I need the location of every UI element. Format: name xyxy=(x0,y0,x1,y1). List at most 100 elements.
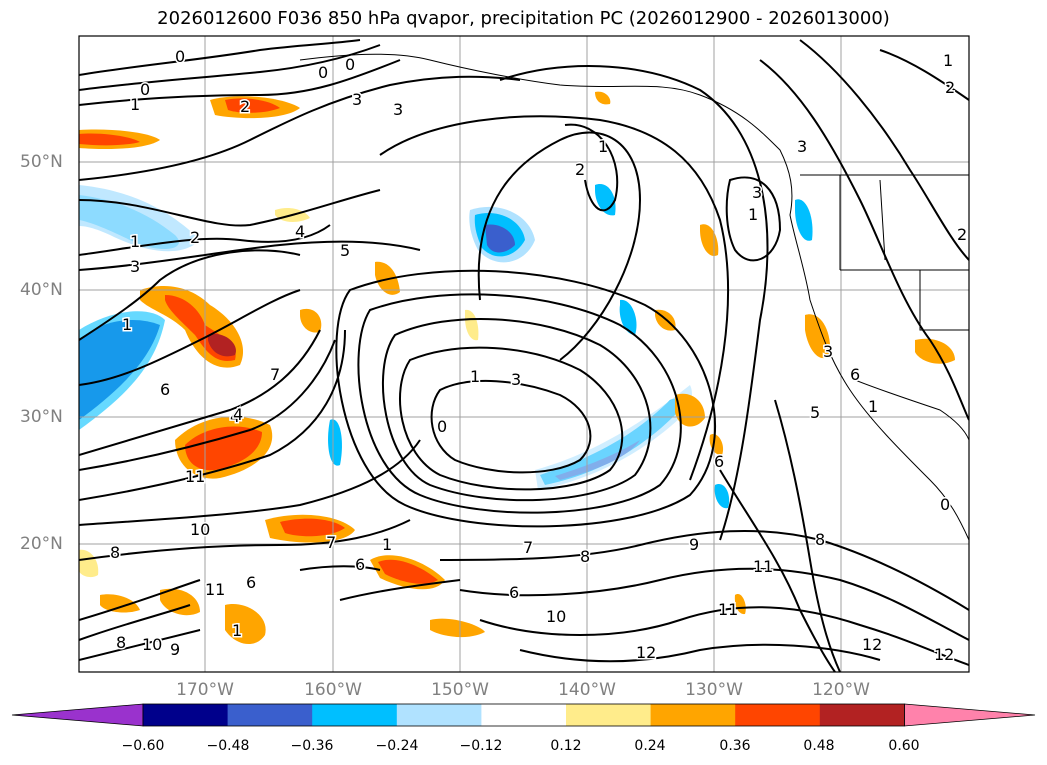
colorbar-segment xyxy=(566,704,652,726)
colorbar-segment xyxy=(312,704,398,726)
lat-label-20n: 20°N xyxy=(20,534,63,554)
contour-label: 2 xyxy=(945,78,955,97)
contour-label: 1 xyxy=(382,535,392,554)
contour-label: 10 xyxy=(546,607,566,626)
contour-label: 7 xyxy=(523,538,533,557)
contour-label: 0 xyxy=(940,495,950,514)
fill-purple-center xyxy=(485,224,515,253)
colorbar-segment xyxy=(227,704,313,726)
fill-darkred-170w xyxy=(208,334,236,357)
contour-label: 0 xyxy=(318,63,328,82)
coastline xyxy=(299,53,969,541)
contour-label: 11 xyxy=(205,580,225,599)
fill-red-20n xyxy=(280,518,345,537)
contour-label: 2 xyxy=(190,228,200,247)
graticule xyxy=(79,36,969,672)
fill-blue-w4 xyxy=(328,419,342,466)
contour-label: 3 xyxy=(752,183,762,202)
contour-label: 8 xyxy=(110,543,120,562)
contour-label: 6 xyxy=(714,452,724,471)
fill-orange-e4 xyxy=(675,393,705,427)
contour-label: 1 xyxy=(232,621,242,640)
fill-blue-west2 xyxy=(79,311,165,430)
colorbar-segment xyxy=(650,704,736,726)
contour-label: 0 xyxy=(345,55,355,74)
colorbar-tick: −0.60 xyxy=(121,738,165,754)
fill-red-17n xyxy=(378,559,438,584)
contour-label: 1 xyxy=(598,137,608,156)
colorbar-segment xyxy=(819,704,905,726)
contour-label: 11 xyxy=(753,557,773,576)
contour-label: 2 xyxy=(575,160,585,179)
contour-label: 3 xyxy=(352,90,362,109)
fill-red-nw xyxy=(79,133,140,146)
contour-label: 4 xyxy=(230,407,240,426)
colorbar-tick: 0.36 xyxy=(719,738,751,754)
fill-orange-sw3 xyxy=(100,594,140,613)
contour-label: 9 xyxy=(170,640,180,659)
colorbar-tick: −0.12 xyxy=(459,738,503,754)
fill-yellow-w xyxy=(79,549,99,578)
colorbar-segment xyxy=(735,704,821,726)
contour-label: 3 xyxy=(393,100,403,119)
lon-label-120w: 120°W xyxy=(812,680,870,700)
lon-label-140w: 140°W xyxy=(558,680,616,700)
contour-label: 10 xyxy=(142,635,162,654)
contour-label: 7 xyxy=(326,533,336,552)
contour-label: 8 xyxy=(580,547,590,566)
contour-label: 4 xyxy=(233,405,243,424)
contour-label: 6 xyxy=(850,365,860,384)
contour-label: 2 xyxy=(957,225,967,244)
colorbar-tick: 0.60 xyxy=(888,738,920,754)
contour-label: 6 xyxy=(160,380,170,399)
colorbar-segment xyxy=(481,704,567,726)
colorbar-extension-min xyxy=(11,703,144,727)
fill-orange-sw xyxy=(225,604,266,645)
contour-label: 1 xyxy=(130,95,140,114)
contour-label: 2 xyxy=(240,97,250,116)
lat-label-30n: 30°N xyxy=(20,407,63,427)
contour-label: 1 xyxy=(122,315,132,334)
colorbar-segment xyxy=(396,704,482,726)
fill-blue-e1 xyxy=(795,199,813,241)
contour-label: 1 xyxy=(130,232,140,251)
lat-label-40n: 40°N xyxy=(20,280,63,300)
contour-label: 11 xyxy=(185,467,205,486)
colorbar-tick: 0.48 xyxy=(803,738,835,754)
contour-label: 1 xyxy=(868,397,878,416)
colorbar-tick: −0.24 xyxy=(375,738,419,754)
fill-yellow-misc7 xyxy=(595,91,611,105)
contour-label: 5 xyxy=(810,403,820,422)
contour-label: 0 xyxy=(140,80,150,99)
contour-label: 0 xyxy=(437,417,447,436)
lon-label-170w: 170°W xyxy=(176,680,234,700)
colorbar-tick: 0.24 xyxy=(634,738,666,754)
plot-frame xyxy=(78,35,970,673)
contour-label: 8 xyxy=(815,530,825,549)
contour-label: 12 xyxy=(934,645,954,664)
colorbar-frame xyxy=(142,703,905,727)
contour-label: 6 xyxy=(355,555,365,574)
contour-label: 7 xyxy=(270,365,280,384)
lon-label-150w: 150°W xyxy=(431,680,489,700)
contour-label: 12 xyxy=(862,635,882,654)
qvapor-contours xyxy=(79,39,969,672)
colorbar-segment xyxy=(143,704,229,726)
colorbar-tick: −0.48 xyxy=(206,738,250,754)
fill-blue-e4 xyxy=(714,484,730,509)
fill-yellow-misc4 xyxy=(465,309,479,341)
fill-orange-coast xyxy=(805,314,831,359)
contour-label: 9 xyxy=(689,535,699,554)
contour-label: 8 xyxy=(116,633,126,652)
contour-label: 6 xyxy=(509,583,519,602)
contour-label: 12 xyxy=(636,643,656,662)
fill-orange-sw2 xyxy=(160,588,200,616)
colorbar-tick: 0.12 xyxy=(550,738,582,754)
contour-label: 6 xyxy=(246,573,256,592)
lat-label-50n: 50°N xyxy=(20,152,63,172)
contour-label: 10 xyxy=(190,520,210,539)
colorbar xyxy=(11,703,1036,727)
contour-label: 3 xyxy=(130,257,140,276)
contour-label: 3 xyxy=(823,342,833,361)
